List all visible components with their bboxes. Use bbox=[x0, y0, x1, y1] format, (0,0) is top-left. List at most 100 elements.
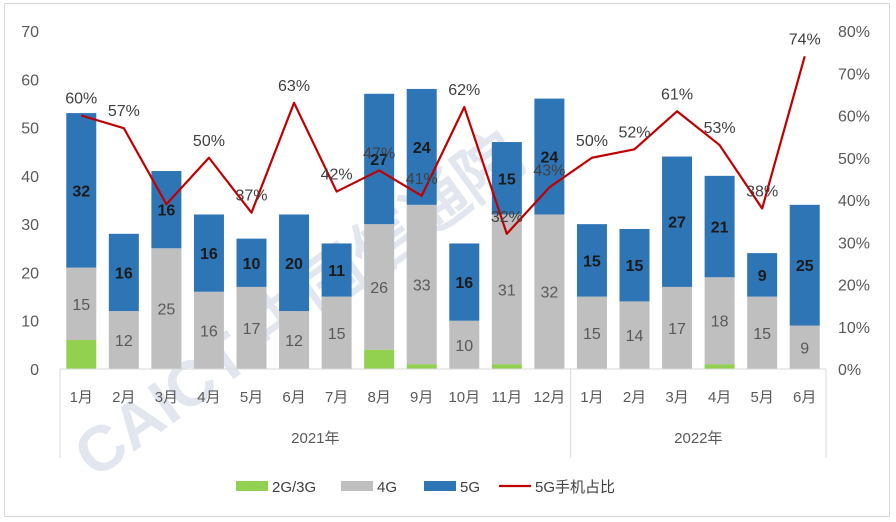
bar-segment-5g bbox=[406, 88, 437, 205]
legend: 2G/3G 4G 5G 5G手机占比 bbox=[236, 479, 615, 496]
x-tick-label: 3月 bbox=[665, 389, 688, 406]
share-data-label: 50% bbox=[576, 133, 608, 150]
bar-segment-2g3g bbox=[406, 364, 437, 369]
bar-data-label: 16 bbox=[115, 265, 133, 282]
x-tick-label: 10月 bbox=[448, 389, 480, 406]
share-data-label: 43% bbox=[533, 162, 565, 179]
bar-segment-4g bbox=[236, 286, 267, 369]
bar-data-label: 15 bbox=[328, 326, 346, 343]
y-left-tick-label: 0 bbox=[30, 362, 39, 379]
bar-data-label: 20 bbox=[285, 256, 303, 273]
bar-data-label: 15 bbox=[72, 297, 90, 314]
bar-segment-4g bbox=[151, 248, 182, 369]
bar-data-label: 21 bbox=[711, 220, 729, 237]
bar-segment-5g bbox=[364, 93, 395, 225]
y-left-tick-label: 30 bbox=[21, 217, 39, 234]
legend-label: 2G/3G bbox=[272, 479, 316, 496]
bar-segment-5g bbox=[789, 204, 820, 326]
share-data-label: 52% bbox=[618, 124, 650, 141]
bar-segment-5g bbox=[747, 253, 778, 297]
bar-segment-5g bbox=[321, 243, 352, 297]
y-left-tick-label: 40 bbox=[21, 169, 39, 186]
share-line-path bbox=[80, 56, 806, 235]
bar-data-label: 10 bbox=[455, 338, 473, 355]
share-data-label: 38% bbox=[746, 183, 778, 200]
x-tick-label: 11月 bbox=[492, 389, 523, 406]
x-tick-label: 3月 bbox=[155, 389, 178, 406]
bar-data-label: 16 bbox=[157, 203, 175, 220]
bar-data-label: 12 bbox=[115, 333, 133, 350]
x-tick-label: 12月 bbox=[534, 389, 566, 406]
bar-segment-4g bbox=[449, 320, 480, 369]
bar-data-label: 24 bbox=[413, 140, 431, 157]
x-tick-label: 5月 bbox=[240, 389, 263, 406]
axes: 0 10 20 30 40 50 60 70 0% 10% 20% 30% 40% 50% 60% 70% 80… bbox=[21, 24, 870, 379]
bar-data-label: 27 bbox=[668, 215, 686, 232]
bar-segment-5g bbox=[193, 214, 224, 292]
bar-data-label: 16 bbox=[200, 323, 218, 340]
year-group-label: 2021年 bbox=[291, 430, 339, 447]
legend-swatch bbox=[341, 481, 373, 491]
y-left-tick-label: 20 bbox=[21, 265, 39, 282]
x-tick-label: 9月 bbox=[410, 389, 433, 406]
bar-data-label: 31 bbox=[498, 282, 516, 299]
bar-data-label: 15 bbox=[753, 326, 771, 343]
y-right-tick-label: 40% bbox=[838, 193, 870, 210]
bar-data-label: 12 bbox=[285, 333, 303, 350]
x-tick-label: 4月 bbox=[197, 389, 220, 406]
bar-segment-5g bbox=[534, 98, 565, 215]
bar-segment-2g3g bbox=[704, 364, 735, 369]
x-tick-label: 7月 bbox=[325, 389, 348, 406]
bar-data-label: 25 bbox=[796, 258, 814, 275]
bar-data-label: 26 bbox=[370, 280, 388, 297]
bar-data-label: 15 bbox=[626, 258, 644, 275]
bar-data-label: 18 bbox=[711, 314, 729, 331]
bar-segment-4g bbox=[534, 214, 565, 369]
legend-label: 5G bbox=[460, 479, 480, 496]
bar-segment-5g bbox=[619, 228, 650, 302]
bar-data-label: 15 bbox=[583, 326, 601, 343]
bar-segment-2g3g bbox=[66, 340, 97, 369]
y-right-tick-label: 20% bbox=[838, 278, 870, 295]
y-left-tick-label: 70 bbox=[21, 24, 39, 41]
share-data-label: 62% bbox=[448, 82, 480, 99]
bar-data-label: 32 bbox=[540, 285, 558, 302]
bar-data-label: 25 bbox=[157, 302, 175, 319]
share-data-label: 63% bbox=[278, 78, 310, 95]
bar-segment-5g bbox=[151, 171, 182, 249]
x-axis: 1月 2月 3月 4月 5月 6月 7月 8月 9月 10月 11月 12月 1月 2月 3月 4月 5月 6月 2… bbox=[59, 368, 827, 458]
share-data-label: 47% bbox=[363, 145, 395, 162]
x-tick-label: 6月 bbox=[793, 389, 816, 406]
y-right-tick-label: 30% bbox=[838, 235, 870, 252]
x-tick-label: 4月 bbox=[708, 389, 731, 406]
bar-segment-4g bbox=[406, 204, 437, 365]
share-data-label: 53% bbox=[704, 120, 736, 137]
y-right-tick-label: 50% bbox=[838, 151, 870, 168]
bar-segment-5g bbox=[236, 238, 267, 287]
bar-labels: 15 32 12 16 25 16 16 16 17 10 12 20 15 11 26 27 33 24 10 16… bbox=[72, 140, 813, 357]
bar-data-label: 16 bbox=[200, 246, 218, 263]
bar-segment-5g bbox=[279, 214, 310, 312]
bar-segment-5g bbox=[449, 243, 480, 321]
bar-segment-5g bbox=[66, 113, 97, 268]
bar-segment-4g bbox=[279, 311, 310, 369]
share-data-label: 41% bbox=[406, 171, 438, 188]
legend-swatch bbox=[236, 481, 268, 491]
year-group-label: 2022年 bbox=[674, 430, 722, 447]
legend-swatch bbox=[424, 481, 456, 491]
bar-segment-4g bbox=[193, 291, 224, 369]
share-data-label: 32% bbox=[491, 209, 523, 226]
y-right-tick-label: 10% bbox=[838, 320, 870, 337]
x-tick-label: 5月 bbox=[750, 389, 773, 406]
y-left-tick-label: 50 bbox=[21, 121, 39, 138]
bar-data-label: 17 bbox=[668, 321, 686, 338]
share-data-label: 37% bbox=[235, 188, 267, 205]
y-left-tick-label: 10 bbox=[21, 314, 39, 331]
bar-segment-5g bbox=[662, 156, 693, 287]
bar-segment-4g bbox=[576, 296, 607, 369]
bar-segment-2g3g bbox=[491, 364, 522, 369]
share-data-label: 42% bbox=[321, 167, 353, 184]
share-data-label: 57% bbox=[108, 103, 140, 120]
bar-data-label: 24 bbox=[540, 150, 558, 167]
